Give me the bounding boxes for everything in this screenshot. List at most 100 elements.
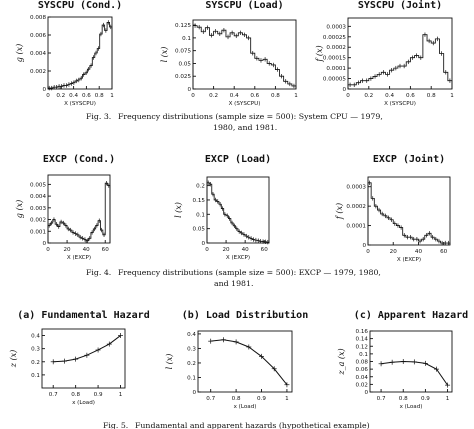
y-tick-label: 0.00005 [323, 77, 347, 83]
x-tick-label: 0.8 [399, 396, 408, 402]
data-point [95, 347, 101, 353]
plot-frame [47, 174, 111, 244]
x-tick-label: 0 [346, 93, 350, 99]
x-tick-label: 0 [205, 247, 209, 253]
x-tick-label: 0.2 [56, 93, 65, 99]
y-tick-label: 0 [342, 87, 346, 93]
x-tick-label: 0.4 [69, 93, 78, 99]
histogram-outline [347, 34, 453, 89]
x-tick-label: 40 [83, 247, 91, 253]
y-tick-label: 0.1 [359, 352, 368, 358]
chart-5: EXCP (Load) 0 20 40 60 0 0.05 0.1 0.15 0.2 X (EXCP… [174, 154, 271, 261]
x-tick-label: 40 [415, 249, 423, 255]
data-point [400, 359, 406, 364]
x-tick-label: 0 [46, 247, 50, 253]
y-tick-label: 0.15 [193, 198, 206, 204]
y-axis-label: z_a (x) [337, 348, 346, 375]
chart-title: SYSCPU (Cond.) [38, 0, 122, 11]
y-axis-label: g (x) [15, 200, 24, 218]
chart-title: SYSCPU (Load) [205, 0, 283, 11]
y-tick-label: 0 [42, 87, 46, 93]
x-tick-label: 1 [110, 93, 114, 99]
x-tick-label: 60 [440, 249, 448, 255]
x-tick-label: 1 [285, 396, 289, 402]
fig4-caption-label: Fig. 4. [86, 268, 111, 277]
y-tick-label: 0.004 [30, 194, 46, 200]
chart-title: EXCP (Load) [205, 154, 271, 165]
y-tick-label: 0.1 [182, 36, 191, 42]
chart-1: SYSCPU (Cond.) 0 0.2 0.4 0.6 0.8 1 0 0.002 0.004 0… [15, 0, 122, 107]
y-tick-label: 0.2 [187, 361, 196, 367]
histogram-outline [206, 182, 270, 243]
x-axis-label: x (Load) [400, 404, 423, 410]
x-tick-label: 20 [64, 247, 72, 253]
y-tick-label: 0.075 [175, 49, 191, 55]
fig5-caption: Fig. 5. Fundamental and apparent hazards… [103, 421, 370, 429]
x-axis-label: X (EXCP) [226, 255, 250, 261]
x-tick-label: 0.7 [377, 396, 386, 402]
y-tick-label: 0.3 [187, 346, 196, 352]
x-tick-label: 20 [223, 247, 231, 253]
x-axis-label: X (SYSCPU) [384, 101, 416, 107]
y-tick-label: 0.00015 [323, 56, 347, 62]
plot-frame [192, 19, 297, 90]
y-tick-label: 0.4 [187, 332, 196, 338]
chart-6: EXCP (Joint) 0 20 40 60 0 0.0001 0.0002 0.0003 X … [335, 153, 451, 263]
y-tick-label: 0.3 [31, 347, 40, 353]
histogram-outline [367, 182, 451, 245]
data-point [284, 382, 290, 388]
histogram-outline [47, 182, 111, 243]
y-tick-label: 0.2 [31, 360, 40, 366]
x-tick-label: 0.8 [232, 396, 241, 402]
y-tick-label: 0.00025 [323, 35, 347, 41]
y-tick-label: 0.1 [196, 212, 205, 218]
y-tick-label: 0.0001 [346, 224, 366, 230]
chart-title: (a) Fundamental Hazard [17, 310, 149, 321]
x-tick-label: 1 [119, 392, 123, 398]
y-axis-label: l (x) [174, 202, 183, 218]
y-axis-label: z (x) [9, 350, 18, 369]
x-tick-label: 1 [294, 93, 298, 99]
data-point [106, 341, 112, 347]
x-axis-label: x (Load) [234, 404, 257, 410]
x-tick-label: 0.9 [257, 396, 266, 402]
fig3-caption-label: Fig. 3. [86, 112, 111, 121]
fig3-caption: Fig. 3. Frequency distributions (sample … [86, 112, 383, 132]
y-tick-label: 0 [192, 390, 196, 396]
x-tick-label: 40 [242, 247, 250, 253]
fig4-caption: Fig. 4. Frequency distributions (sample … [86, 268, 381, 288]
x-tick-label: 60 [261, 247, 269, 253]
fig3-caption-text: Frequency distributions (sample size = 5… [118, 112, 383, 121]
fig4-caption-text2: and 1981. [214, 279, 253, 288]
y-tick-label: 0.0003 [346, 185, 366, 191]
fig5-caption-text: Fundamental and apparent hazards (hypoth… [135, 421, 370, 429]
y-tick-label: 0.0003 [326, 24, 346, 30]
y-axis-label: l (x) [165, 354, 174, 370]
x-tick-label: 0.2 [209, 93, 218, 99]
y-tick-label: 0.2 [196, 184, 205, 190]
y-tick-label: 0.0002 [326, 45, 346, 51]
x-tick-label: 0.7 [49, 392, 58, 398]
data-point [246, 344, 252, 350]
data-point [208, 338, 214, 344]
x-axis-label: X (SYSCPU) [64, 101, 96, 107]
y-tick-label: 0 [362, 243, 366, 249]
x-tick-label: 0.4 [385, 93, 394, 99]
fig4-caption-text: Frequency distributions (sample size = 5… [118, 268, 381, 277]
data-point [50, 359, 56, 365]
x-axis-label: X (SYSCPU) [229, 101, 261, 107]
y-axis-label: l (x) [160, 47, 169, 63]
y-tick-label: 0.0001 [326, 66, 346, 72]
data-point [118, 333, 124, 339]
y-tick-label: 0.001 [30, 229, 46, 235]
x-tick-label: 0.6 [250, 93, 259, 99]
x-tick-label: 60 [102, 247, 110, 253]
histogram-outline [47, 21, 113, 89]
data-point [411, 359, 417, 365]
plot-frame [347, 17, 453, 90]
x-tick-label: 0.6 [406, 93, 415, 99]
y-tick-label: 0 [201, 241, 205, 247]
y-axis-label: f (x) [315, 45, 324, 62]
chart-8: (b) Load Distribution 0.7 0.8 0.9 1 0 0.1 0.2 0.… [165, 309, 308, 410]
data-point [433, 366, 439, 372]
